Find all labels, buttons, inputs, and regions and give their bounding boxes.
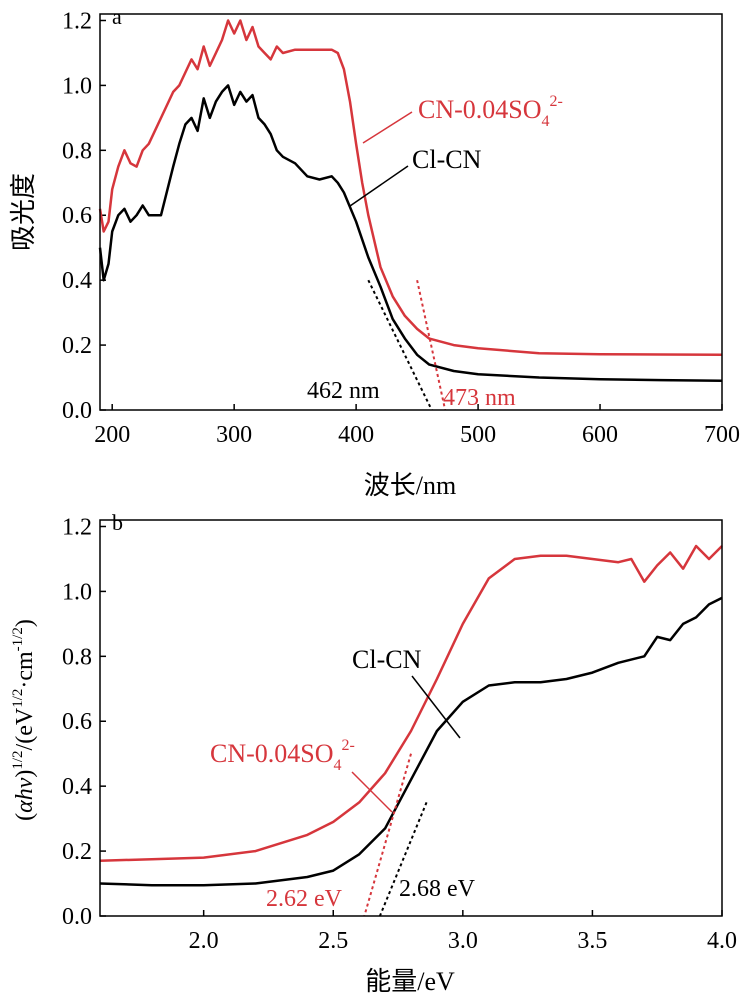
x-tick-label: 400: [338, 422, 374, 448]
y-tick-label: 0.8: [62, 644, 92, 670]
x-tick-label: 2.5: [318, 928, 348, 954]
panel-b-y-ticks: 0.0 0.2 0.4 0.6 0.8 1.0 1.2: [62, 514, 106, 930]
x-tick-label: 2.0: [189, 928, 219, 954]
panel-a-label: a: [112, 4, 122, 29]
y-tick-label: 1.0: [62, 579, 92, 605]
panel-a-x-axis-label: 波长/nm: [364, 471, 456, 500]
panel-b-annotation-268: 2.68 eV: [399, 876, 476, 902]
x-tick-label: 200: [94, 422, 130, 448]
y-tick-label: 0.0: [62, 398, 92, 424]
y-tick-label: 0.0: [62, 904, 92, 930]
y-tick-label: 0.4: [62, 774, 92, 800]
panel-a-tangents: [367, 279, 447, 411]
panel-a-annotation-473: 473 nm: [443, 385, 516, 411]
panel-a-y-ticks: 0.0 0.2 0.4 0.6 0.8 1.0 1.2: [62, 8, 106, 424]
x-tick-label: 3.5: [577, 928, 607, 954]
tangent-line: [416, 279, 447, 411]
panel-a-series-label-cn-so4: CN-0.04SO42-: [418, 93, 563, 130]
series-line-cl-cn: [99, 596, 723, 887]
y-tick-label: 0.8: [62, 138, 92, 164]
panel-b-label: b: [112, 510, 123, 535]
panel-b-y-axis-label: (αhν)1/2/(eV1/2·cm-1/2): [10, 619, 38, 821]
panel-a-label-leader-red: [362, 111, 413, 144]
tangent-line: [367, 279, 433, 411]
panel-b: 0.00.20.40.60.81.01.2 2.0 2.5 3.0 3.5 4.0 b …: [10, 510, 737, 996]
x-tick-label: 3.0: [448, 928, 478, 954]
tangent-line: [378, 802, 428, 917]
panel-b-x-axis-label: 能量/eV: [365, 967, 455, 996]
panel-b-annotation-262: 2.62 eV: [266, 886, 343, 912]
x-tick-label: 500: [460, 422, 496, 448]
panel-b-tangents: [363, 753, 428, 917]
panel-a-y-axis-label: 吸光度: [9, 173, 38, 251]
panel-a-plot-frame: [99, 13, 723, 411]
panel-b-series: [99, 544, 723, 887]
panel-b-series-label-cn-so4: CN-0.04SO42-: [210, 737, 355, 774]
series-line-cl-cn: [98, 84, 723, 383]
panel-a-label-leader-black: [349, 165, 409, 207]
series-line-cn-so4: [98, 19, 723, 357]
panel-a-x-ticks: 200 300 400 500 600 700: [94, 404, 740, 448]
y-tick-label: 0.6: [62, 709, 92, 735]
panel-b-label-leader-black: [411, 675, 461, 739]
panel-b-series-label-cl-cn: Cl-CN: [352, 645, 422, 674]
panel-b-x-ticks: 2.0 2.5 3.0 3.5 4.0: [189, 910, 737, 954]
x-tick-label: 700: [704, 422, 740, 448]
x-tick-label: 600: [582, 422, 618, 448]
x-tick-label: 300: [216, 422, 252, 448]
series-line-cn-so4: [99, 544, 723, 863]
y-tick-label: 1.2: [62, 514, 92, 540]
panel-a-series: [98, 19, 723, 383]
y-tick-label: 1.0: [62, 73, 92, 99]
y-tick-label: 0.2: [62, 839, 92, 865]
x-tick-label: 4.0: [707, 928, 737, 954]
panel-a-annotation-462: 462 nm: [307, 378, 380, 404]
panel-b-label-leader-red: [351, 771, 393, 813]
panel-b-plot-frame: [99, 519, 723, 917]
panel-a: 0.0 0.2 0.4 0.6 0.8 1.0 1.2 200 300 400 500 600 700…: [9, 4, 740, 500]
y-tick-label: 0.2: [62, 333, 92, 359]
y-tick-label: 0.4: [62, 268, 92, 294]
y-tick-label: 0.6: [62, 203, 92, 229]
y-tick-label: 1.2: [62, 8, 92, 34]
panel-a-series-label-cl-cn: Cl-CN: [412, 145, 482, 174]
tangent-line: [363, 753, 412, 917]
